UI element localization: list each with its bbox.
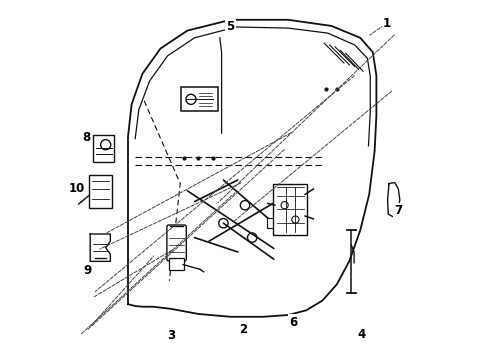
FancyBboxPatch shape	[89, 175, 112, 208]
Text: 4: 4	[358, 328, 366, 341]
FancyBboxPatch shape	[281, 189, 295, 199]
Text: 1: 1	[383, 17, 391, 30]
Text: 2: 2	[239, 323, 247, 336]
Text: 7: 7	[394, 204, 402, 217]
FancyBboxPatch shape	[267, 218, 281, 228]
FancyBboxPatch shape	[180, 87, 218, 111]
FancyBboxPatch shape	[273, 184, 307, 235]
FancyBboxPatch shape	[93, 135, 114, 162]
Text: 5: 5	[226, 21, 235, 33]
Text: 9: 9	[83, 264, 92, 277]
FancyBboxPatch shape	[170, 258, 184, 270]
Text: 8: 8	[82, 131, 90, 144]
Text: 10: 10	[69, 183, 85, 195]
FancyBboxPatch shape	[167, 225, 186, 261]
Text: 3: 3	[167, 329, 175, 342]
Text: 6: 6	[290, 316, 298, 329]
